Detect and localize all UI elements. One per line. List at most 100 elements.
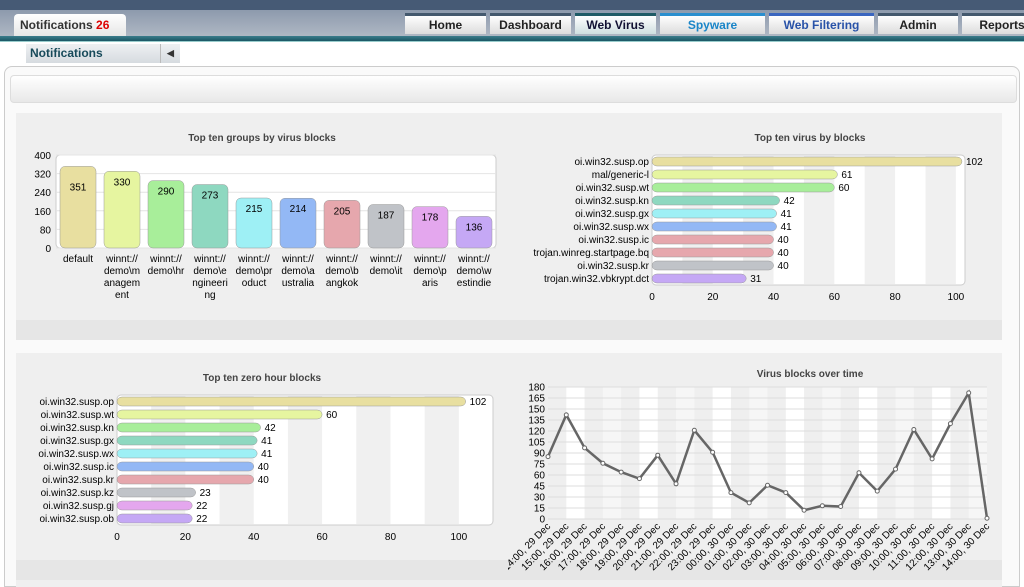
x-tick-label: winnt:// xyxy=(457,254,490,265)
notifications-tab[interactable]: Notifications 26 xyxy=(14,14,126,36)
subtab-label: Notifications xyxy=(30,46,103,60)
y-tick-label: oi.win32.susp.wt xyxy=(576,183,650,194)
bar xyxy=(455,216,493,249)
grid-band xyxy=(925,156,956,284)
data-label: 22 xyxy=(196,514,208,525)
x-tick-label: ngineeri xyxy=(192,278,228,289)
tab-home[interactable]: Home xyxy=(405,13,486,34)
tab-web-filtering[interactable]: Web Filtering xyxy=(769,13,874,34)
y-tick-label: 160 xyxy=(34,207,51,218)
data-point xyxy=(801,507,807,513)
x-tick-label: demo\m xyxy=(104,266,140,277)
tab-web-virus[interactable]: Web Virus xyxy=(575,13,656,34)
grid-band xyxy=(424,396,459,524)
x-tick-label: aris xyxy=(422,278,438,289)
data-label: 41 xyxy=(261,449,273,460)
data-label: 102 xyxy=(470,397,487,408)
x-tick-label: ustralia xyxy=(282,278,315,289)
x-tick-label: 60 xyxy=(317,532,329,543)
data-point xyxy=(746,500,752,506)
data-label: 351 xyxy=(70,182,87,193)
data-point xyxy=(673,481,679,487)
bar xyxy=(116,448,258,459)
tab-reports[interactable]: Reports xyxy=(962,13,1024,34)
x-tick-label: estindie xyxy=(457,278,492,289)
y-tick-label: 45 xyxy=(534,482,546,493)
bar xyxy=(651,208,777,219)
data-label: 40 xyxy=(778,261,790,272)
grid-band xyxy=(356,396,391,524)
y-tick-label: 120 xyxy=(528,427,545,438)
data-label: 22 xyxy=(196,501,208,512)
x-tick-label: ng xyxy=(204,290,215,301)
data-label: 60 xyxy=(838,183,850,194)
y-tick-label: oi.win32.susp.wx xyxy=(573,222,649,233)
y-tick-label: oi.win32.susp.kn xyxy=(40,423,114,434)
data-label: 40 xyxy=(778,235,790,246)
chart-groups-by-virus-blocks: Top ten groups by virus blocks 0 80 160 240 3… xyxy=(34,133,497,301)
y-tick-label: oi.win32.susp.kn xyxy=(575,196,649,207)
bar xyxy=(411,206,449,249)
tab-admin[interactable]: Admin xyxy=(878,13,958,34)
panel-footer xyxy=(16,320,1002,340)
y-tick-label: 0 xyxy=(45,244,51,255)
y-tick-label: oi.win32.susp.kr xyxy=(42,475,114,486)
y-tick-label: trojan.winreg.startpage.bq xyxy=(533,248,649,259)
y-tick-label: 75 xyxy=(534,460,546,471)
data-point xyxy=(819,503,825,509)
x-tick-label: winnt:// xyxy=(149,254,182,265)
chart-title: Virus blocks over time xyxy=(757,369,864,380)
y-tick-label: oi.win32.susp.gx xyxy=(40,436,114,447)
x-tick-label: 0 xyxy=(114,532,120,543)
data-label: 42 xyxy=(784,196,796,207)
data-label: 330 xyxy=(114,177,131,188)
y-tick-label: oi.win32.susp.ic xyxy=(43,462,114,473)
y-tick-label: 30 xyxy=(534,493,546,504)
data-label: 178 xyxy=(422,213,439,224)
bar xyxy=(116,474,254,485)
y-tick-label: oi.win32.susp.gj xyxy=(43,501,114,512)
bar xyxy=(651,182,835,193)
x-tick-label: 80 xyxy=(890,292,902,303)
data-label: 42 xyxy=(265,423,277,434)
tab-spyware[interactable]: Spyware xyxy=(660,13,765,34)
x-tick-label: 40 xyxy=(248,532,260,543)
data-point xyxy=(893,466,899,472)
data-label: 40 xyxy=(778,248,790,259)
y-tick-label: oi.win32.susp.op xyxy=(40,397,115,408)
data-point xyxy=(911,427,917,433)
data-point xyxy=(582,445,588,451)
x-tick-label: demo\e xyxy=(193,266,227,277)
data-label: 273 xyxy=(202,191,219,202)
x-tick-label: winnt:// xyxy=(369,254,402,265)
y-tick-label: 80 xyxy=(40,225,52,236)
y-tick-label: 90 xyxy=(534,449,546,460)
tab-dashboard[interactable]: Dashboard xyxy=(490,13,571,34)
chart-virus-blocks-over-time: Virus blocks over time 015304560759010512… xyxy=(508,369,992,573)
data-label: 215 xyxy=(246,204,263,215)
bar xyxy=(116,500,193,511)
y-tick-label: mal/generic-l xyxy=(592,170,649,181)
chevron-left-icon[interactable]: ◀ xyxy=(160,44,180,63)
data-point xyxy=(636,476,642,482)
y-tick-label: 0 xyxy=(539,515,545,526)
notifications-subtab[interactable]: Notifications ◀ xyxy=(26,44,180,63)
bar xyxy=(59,166,97,249)
x-tick-label: 20 xyxy=(707,292,719,303)
bar xyxy=(103,171,141,249)
data-label: 40 xyxy=(258,475,270,486)
y-tick-label: 15 xyxy=(534,504,546,515)
y-tick-label: oi.win32.susp.op xyxy=(575,157,650,168)
data-label: 61 xyxy=(841,170,853,181)
y-tick-label: trojan.win32.vbkrypt.dct xyxy=(544,274,649,285)
x-tick-label: winnt:// xyxy=(193,254,226,265)
y-tick-label: oi.win32.susp.kr xyxy=(577,261,649,272)
bar xyxy=(651,195,780,206)
top-bar xyxy=(0,0,1024,10)
data-label: 187 xyxy=(378,211,395,222)
chart-title: Top ten zero hour blocks xyxy=(203,373,322,384)
data-point xyxy=(838,504,844,510)
content-header-bar xyxy=(10,75,1017,103)
data-label: 41 xyxy=(781,209,793,220)
y-tick-label: oi.win32.susp.wx xyxy=(38,449,114,460)
